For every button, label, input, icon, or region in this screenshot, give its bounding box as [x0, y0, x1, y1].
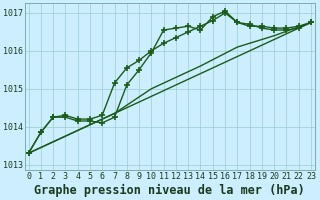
X-axis label: Graphe pression niveau de la mer (hPa): Graphe pression niveau de la mer (hPa)	[34, 183, 305, 197]
